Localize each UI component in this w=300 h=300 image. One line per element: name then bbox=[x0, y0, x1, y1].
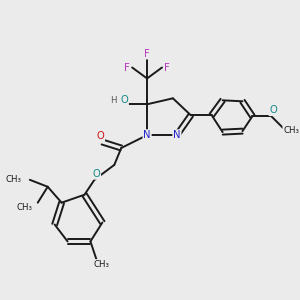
Text: N: N bbox=[173, 130, 181, 140]
Text: CH₃: CH₃ bbox=[283, 126, 299, 135]
Text: O: O bbox=[269, 105, 277, 115]
Text: CH₃: CH₃ bbox=[93, 260, 110, 269]
Text: F: F bbox=[164, 62, 170, 73]
Text: H: H bbox=[110, 96, 116, 105]
Text: O: O bbox=[120, 95, 128, 105]
Text: N: N bbox=[143, 130, 151, 140]
Text: CH₃: CH₃ bbox=[6, 175, 22, 184]
Text: O: O bbox=[97, 131, 104, 141]
Text: F: F bbox=[124, 62, 130, 73]
Text: F: F bbox=[144, 49, 150, 58]
Text: O: O bbox=[92, 169, 100, 179]
Text: CH₃: CH₃ bbox=[17, 203, 33, 212]
